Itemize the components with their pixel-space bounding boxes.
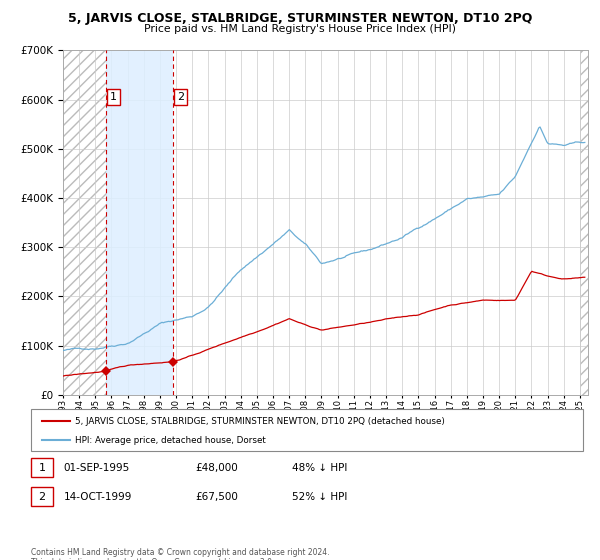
Text: 5, JARVIS CLOSE, STALBRIDGE, STURMINSTER NEWTON, DT10 2PQ (detached house): 5, JARVIS CLOSE, STALBRIDGE, STURMINSTER… [75, 417, 445, 426]
Text: 1: 1 [38, 463, 46, 473]
Bar [106, 50, 173, 395]
Text: 1: 1 [110, 92, 117, 102]
Text: 52% ↓ HPI: 52% ↓ HPI [292, 492, 347, 502]
Text: Contains HM Land Registry data © Crown copyright and database right 2024.
This d: Contains HM Land Registry data © Crown c… [31, 548, 330, 560]
Text: 48% ↓ HPI: 48% ↓ HPI [292, 463, 347, 473]
Text: HPI: Average price, detached house, Dorset: HPI: Average price, detached house, Dors… [75, 436, 266, 445]
Text: 2: 2 [177, 92, 184, 102]
Text: Price paid vs. HM Land Registry's House Price Index (HPI): Price paid vs. HM Land Registry's House … [144, 24, 456, 34]
Text: £48,000: £48,000 [196, 463, 238, 473]
Bar [580, 50, 588, 395]
Text: 2: 2 [38, 492, 46, 502]
Text: 14-OCT-1999: 14-OCT-1999 [64, 492, 132, 502]
Bar [63, 50, 106, 395]
Text: 5, JARVIS CLOSE, STALBRIDGE, STURMINSTER NEWTON, DT10 2PQ: 5, JARVIS CLOSE, STALBRIDGE, STURMINSTER… [68, 12, 532, 25]
Text: £67,500: £67,500 [196, 492, 238, 502]
Text: 01-SEP-1995: 01-SEP-1995 [64, 463, 130, 473]
